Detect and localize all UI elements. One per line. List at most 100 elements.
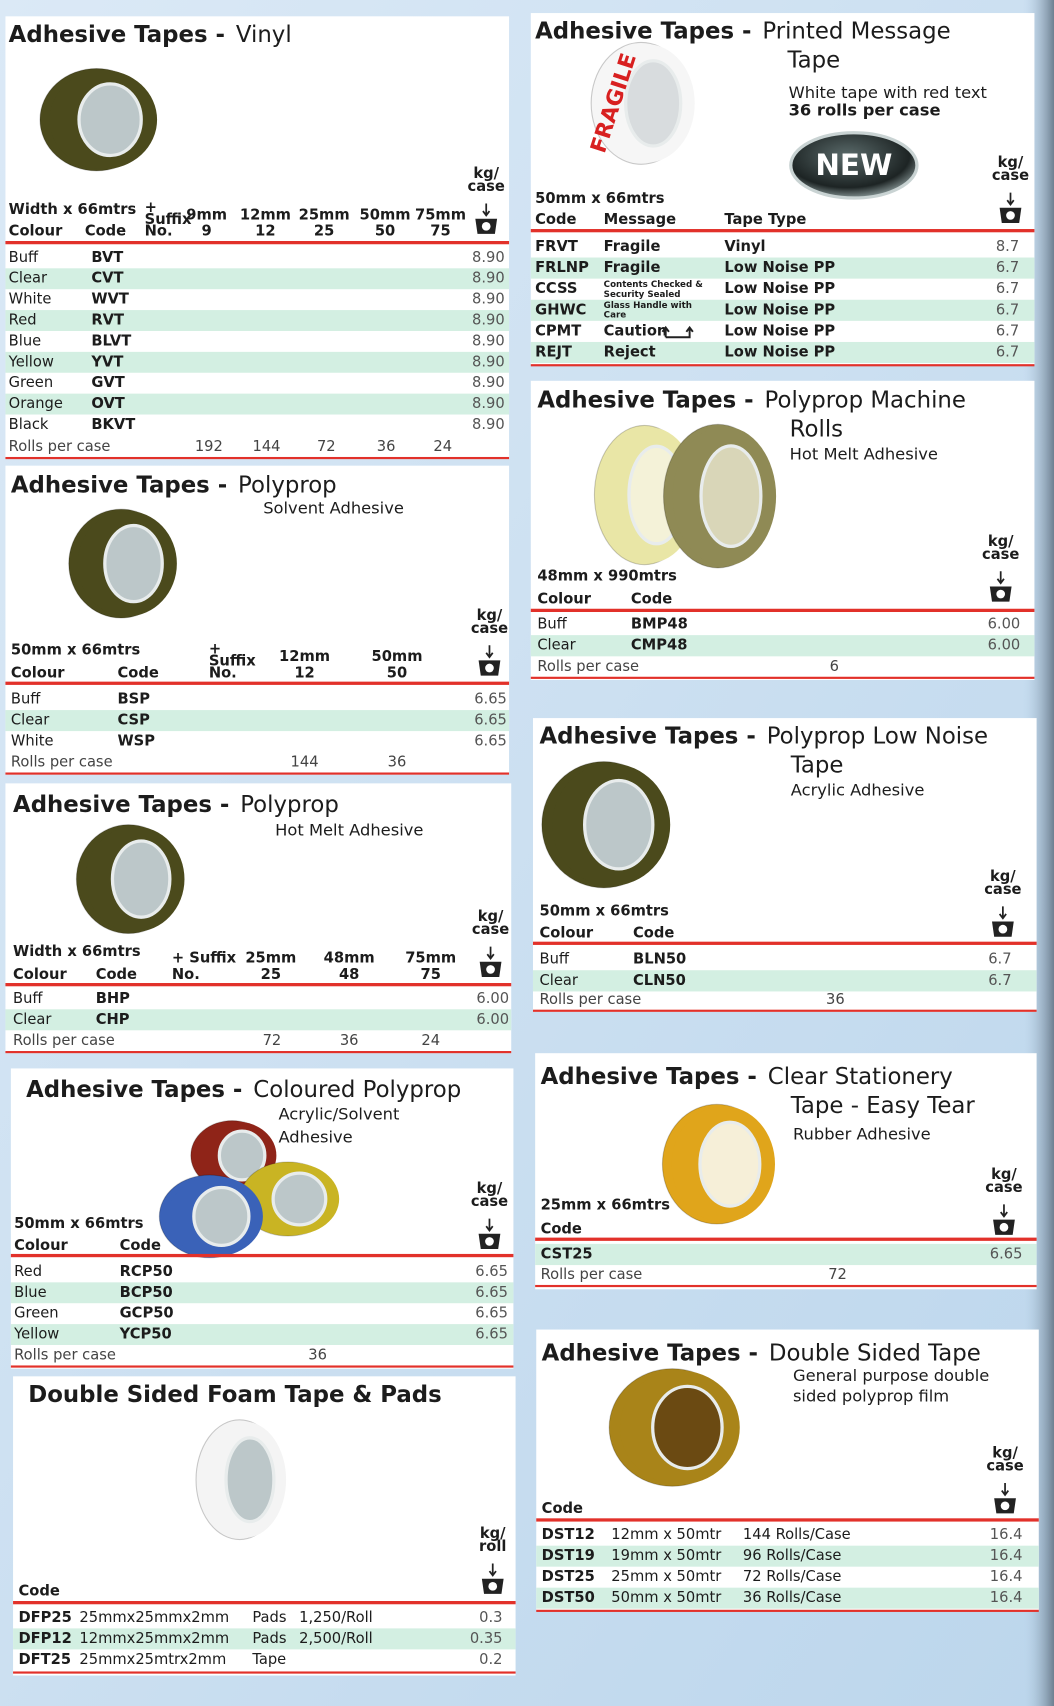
scale-dial xyxy=(488,1581,498,1591)
row-cell: Tape xyxy=(251,1651,286,1668)
row-cell: BMP48 xyxy=(631,616,688,633)
row-cell: OVT xyxy=(91,395,124,412)
column-header: Code xyxy=(633,925,674,942)
column-header: Code xyxy=(117,664,158,681)
unit-label: case xyxy=(468,178,505,195)
scale-arrow xyxy=(485,1218,494,1232)
subtitle-text: Polyprop xyxy=(240,792,339,818)
scale-dial xyxy=(1006,211,1015,220)
row-cell: 144 Rolls/Case xyxy=(743,1526,851,1543)
spec-label: 50mm x 66mtrs xyxy=(14,1215,144,1232)
column-header: 50mm xyxy=(372,648,423,665)
subtitle-text: Double Sided Tape xyxy=(769,1340,981,1366)
row-cell: Clear xyxy=(537,637,576,654)
scale-arrow xyxy=(1001,1482,1010,1497)
panel-title: Adhesive Tapes - Clear Stationery xyxy=(541,1064,953,1090)
footer-rule xyxy=(530,676,1035,679)
subtitle-text: Clear Stationery xyxy=(768,1064,953,1090)
spec-label: Width x 66mtrs xyxy=(9,201,137,218)
row-stripe xyxy=(13,1628,516,1650)
row-cell: 96 Rolls/Case xyxy=(743,1547,841,1564)
column-header: Code xyxy=(120,1237,161,1254)
title-text: Adhesive Tapes - xyxy=(13,792,229,818)
scale-arrow xyxy=(488,1563,497,1577)
row-stripe xyxy=(5,710,510,732)
column-header: Colour xyxy=(13,966,67,983)
row-stripe xyxy=(535,1243,1037,1266)
caution-arrows xyxy=(661,325,694,339)
row-cell: GHWC xyxy=(535,301,586,318)
row-stripe xyxy=(10,1324,514,1345)
column-header: 75mm xyxy=(415,206,466,223)
unit-label: kg/ xyxy=(998,154,1024,171)
weight-value: 6.7 xyxy=(988,972,1011,989)
weight-value: 8.90 xyxy=(472,332,505,349)
footer-cell: Rolls per case xyxy=(540,991,642,1008)
subtitle-text: Tape xyxy=(787,47,841,73)
row-cell: Vinyl xyxy=(724,238,765,255)
unit-label: roll xyxy=(479,1538,506,1555)
weight-value: 6.00 xyxy=(476,990,509,1007)
footer-cell: 36 xyxy=(308,1347,327,1364)
row-cell: Low Noise PP xyxy=(724,259,835,276)
panel-title: Adhesive Tapes - Vinyl xyxy=(9,21,292,47)
column-header: 25 xyxy=(314,223,334,240)
weight-value: 8.90 xyxy=(472,312,505,329)
row-stripe xyxy=(536,1587,1039,1609)
unit-label: kg/ xyxy=(992,1445,1018,1462)
unit-label: kg/ xyxy=(990,868,1016,885)
footer-cell: Rolls per case xyxy=(541,1266,643,1283)
panel-title: Adhesive Tapes - Double Sided Tape xyxy=(542,1340,981,1366)
row-cell: BVT xyxy=(91,249,123,266)
tape-roll-hole xyxy=(224,1436,276,1524)
row-cell: Low Noise PP xyxy=(724,322,835,339)
row-cell: BCP50 xyxy=(120,1284,173,1301)
panel-note: Solvent Adhesive xyxy=(263,499,404,518)
weight-value: 16.4 xyxy=(990,1526,1023,1543)
tape-roll-hole xyxy=(77,82,143,158)
footer-cell: 24 xyxy=(421,1032,440,1049)
column-header: Message xyxy=(604,211,676,228)
tape-roll-hole xyxy=(110,839,172,919)
row-cell: BSP xyxy=(117,691,150,708)
subtitle-text: Rolls xyxy=(790,416,843,442)
row-cell: 2,500/Roll xyxy=(299,1630,373,1647)
row-cell: GCP50 xyxy=(120,1305,174,1322)
footer-rule xyxy=(5,772,510,775)
column-header: Code xyxy=(631,590,672,607)
unit-label: kg/ xyxy=(480,1525,506,1542)
row-cell: Green xyxy=(9,374,53,391)
title-text: Double Sided Foam Tape & Pads xyxy=(28,1381,441,1407)
scale-dial xyxy=(998,924,1008,934)
footer-cell: Rolls per case xyxy=(9,438,111,455)
weight-value: 6.7 xyxy=(988,951,1011,968)
panel-title: Adhesive Tapes - Coloured Polyprop xyxy=(26,1077,461,1103)
row-cell: 12mmx25mmx2mm xyxy=(79,1630,229,1647)
row-cell: BKVT xyxy=(91,416,135,433)
footer-cell: Rolls per case xyxy=(13,1032,115,1049)
row-cell: Yellow xyxy=(13,1326,59,1343)
row-cell: CVT xyxy=(91,270,123,287)
scale-arrow xyxy=(1000,1204,1008,1218)
panel-note: Acrylic Adhesive xyxy=(791,780,925,799)
title-text: Adhesive Tapes - xyxy=(540,723,756,749)
row-cell: Fragile xyxy=(604,238,661,255)
title-text: Adhesive Tapes - xyxy=(26,1077,242,1103)
weight-value: 8.90 xyxy=(472,291,505,308)
weight-value: 6.7 xyxy=(996,344,1019,361)
row-stripe xyxy=(5,310,510,331)
panel xyxy=(5,783,512,1054)
header-rule xyxy=(532,941,1037,945)
small-cell-text: Contents Checked & Security Sealed xyxy=(603,279,703,299)
header-rule xyxy=(10,1253,514,1258)
column-header: + Suffix xyxy=(172,950,237,967)
footer-cell: Rolls per case xyxy=(537,658,639,675)
row-stripe xyxy=(5,268,510,290)
column-header: 75 xyxy=(430,223,450,240)
subtitle-text: Tape xyxy=(790,752,844,778)
column-header: Colour xyxy=(540,925,594,942)
scale-arrow xyxy=(996,571,1005,585)
spec-label: 48mm x 990mtrs xyxy=(537,568,677,585)
column-header: No. xyxy=(145,223,173,240)
